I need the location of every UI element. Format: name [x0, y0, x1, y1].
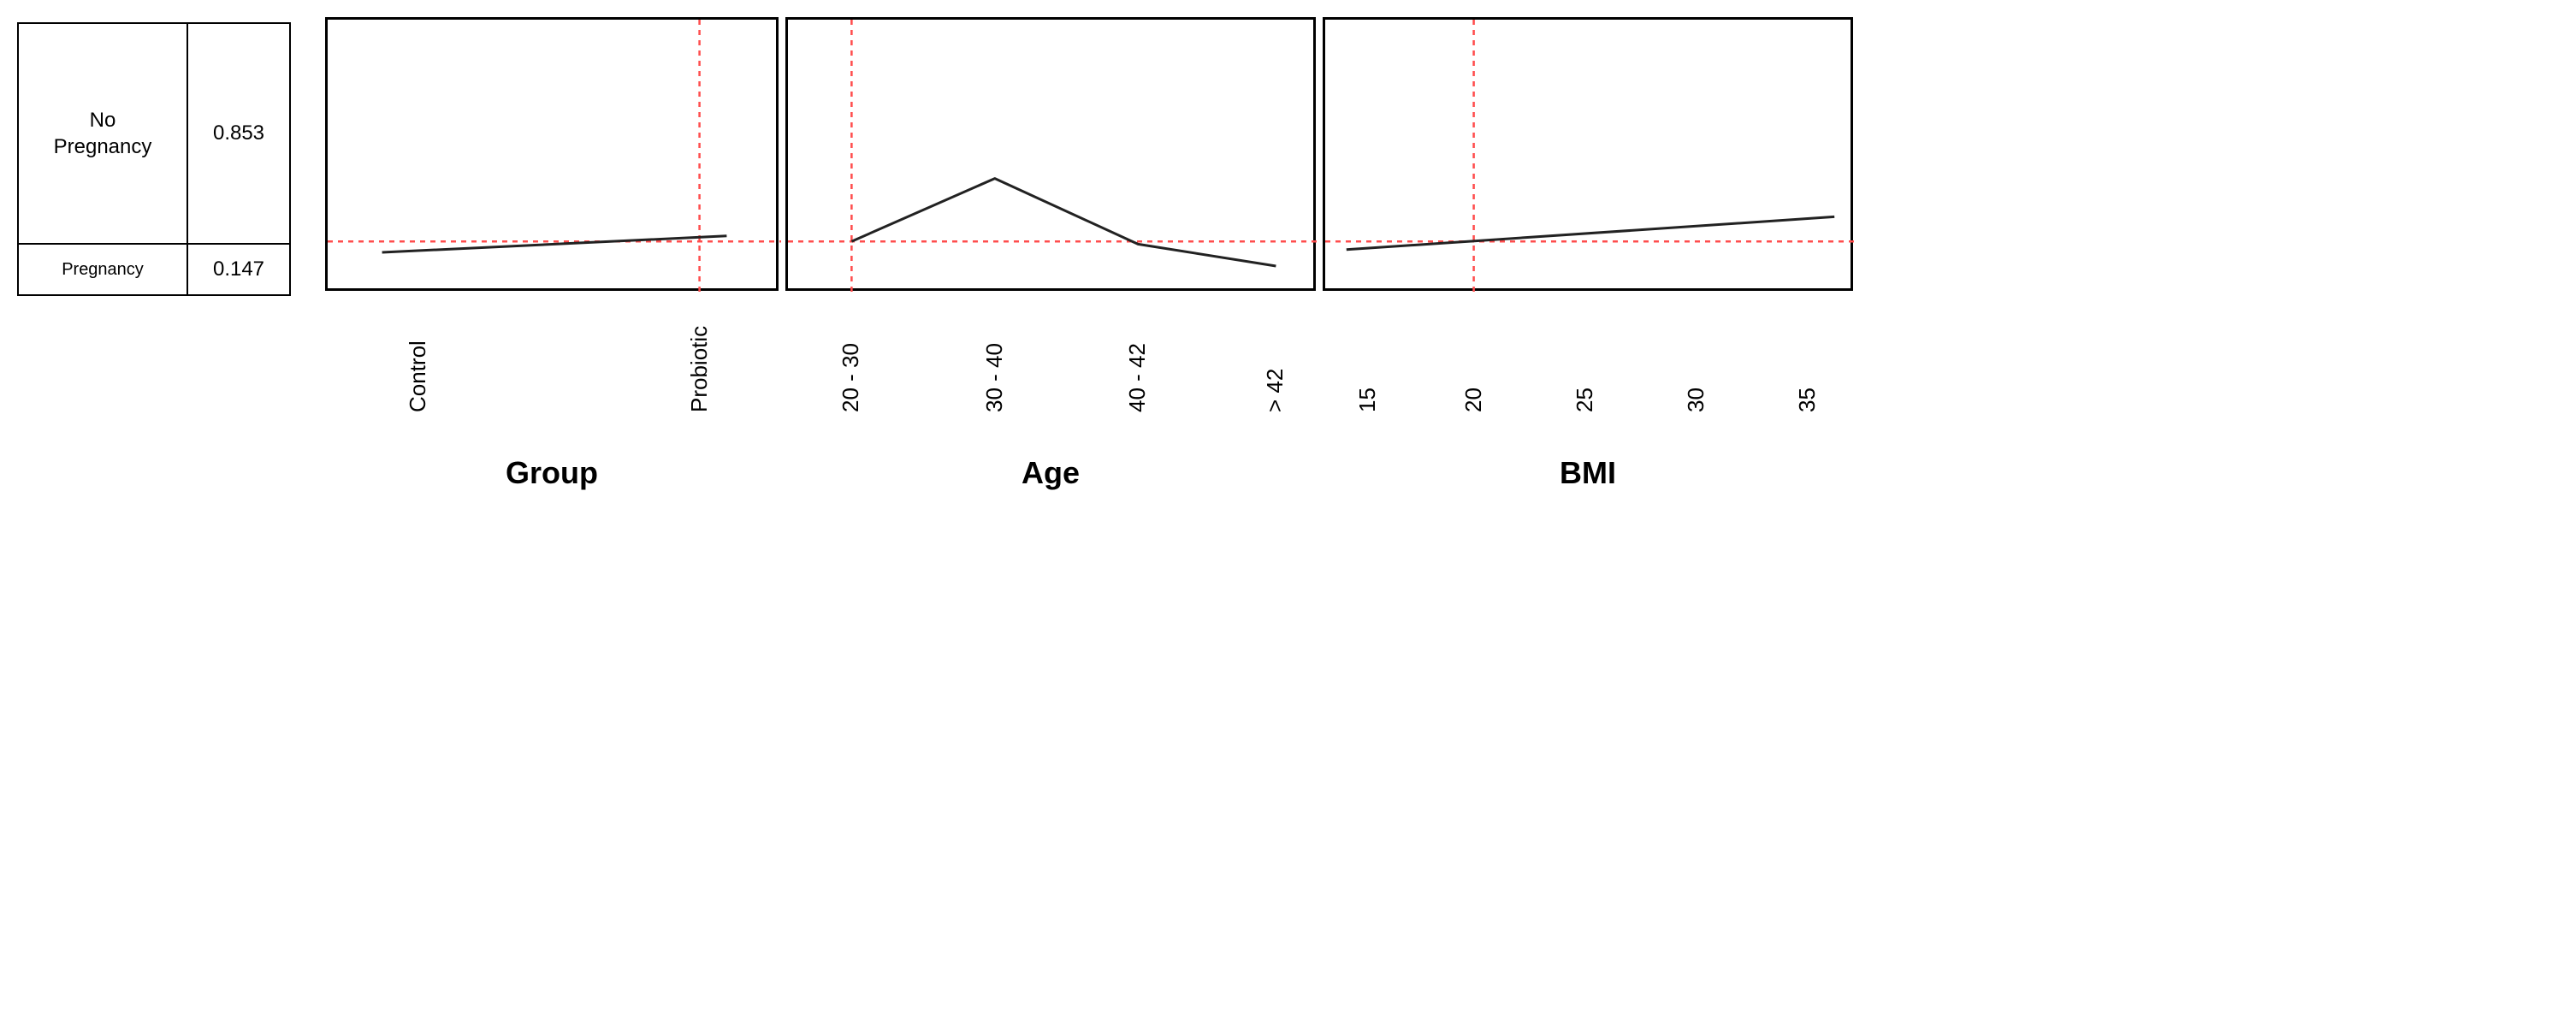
- x-tick-label: 30: [1683, 301, 1709, 412]
- chart-panel: [785, 17, 1316, 291]
- panel-title: Group: [325, 455, 779, 491]
- panels-wrap: Control Probiotic 20 - 30 30 - 40 40 - 42 > 4…: [325, 17, 1853, 491]
- outcome-table: NoPregnancy 0.853 Pregnancy 0.147: [17, 22, 291, 296]
- outcome-value: 0.853: [188, 22, 291, 245]
- x-tick-label: 15: [1354, 301, 1381, 412]
- chart-svg: [1325, 20, 1856, 293]
- table-row: Pregnancy 0.147: [17, 245, 291, 296]
- data-line: [382, 236, 727, 252]
- x-tick-label: 30 - 40: [981, 301, 1008, 412]
- chart-svg: [328, 20, 781, 293]
- x-tick-label: 20 - 30: [838, 301, 864, 412]
- panel-title: BMI: [1323, 455, 1853, 491]
- data-line: [851, 179, 1276, 266]
- x-labels: 15 20 25 30 35: [1323, 301, 1853, 429]
- panels-row: [325, 17, 1853, 291]
- chart-panel: [325, 17, 779, 291]
- panel-title: Age: [785, 455, 1316, 491]
- x-tick-label: Probiotic: [686, 301, 713, 412]
- chart-panel: [1323, 17, 1853, 291]
- x-tick-label: > 42: [1262, 301, 1288, 412]
- x-tick-label: 40 - 42: [1124, 301, 1151, 412]
- outcome-label: Pregnancy: [17, 245, 188, 296]
- table-row: NoPregnancy 0.853: [17, 22, 291, 245]
- outcome-label: NoPregnancy: [17, 22, 188, 245]
- x-labels-row: Control Probiotic 20 - 30 30 - 40 40 - 42 > 4…: [325, 301, 1853, 429]
- x-labels: 20 - 30 30 - 40 40 - 42 > 42: [785, 301, 1316, 429]
- x-tick-label: 25: [1572, 301, 1598, 412]
- figure-container: NoPregnancy 0.853 Pregnancy 0.147 Contro…: [17, 17, 2559, 491]
- titles-row: GroupAgeBMI: [325, 455, 1853, 491]
- x-tick-label: Control: [405, 301, 431, 412]
- chart-svg: [788, 20, 1318, 293]
- x-labels: Control Probiotic: [325, 301, 779, 429]
- x-tick-label: 20: [1460, 301, 1487, 412]
- outcome-value: 0.147: [188, 245, 291, 296]
- data-line: [1347, 216, 1834, 249]
- x-tick-label: 35: [1794, 301, 1821, 412]
